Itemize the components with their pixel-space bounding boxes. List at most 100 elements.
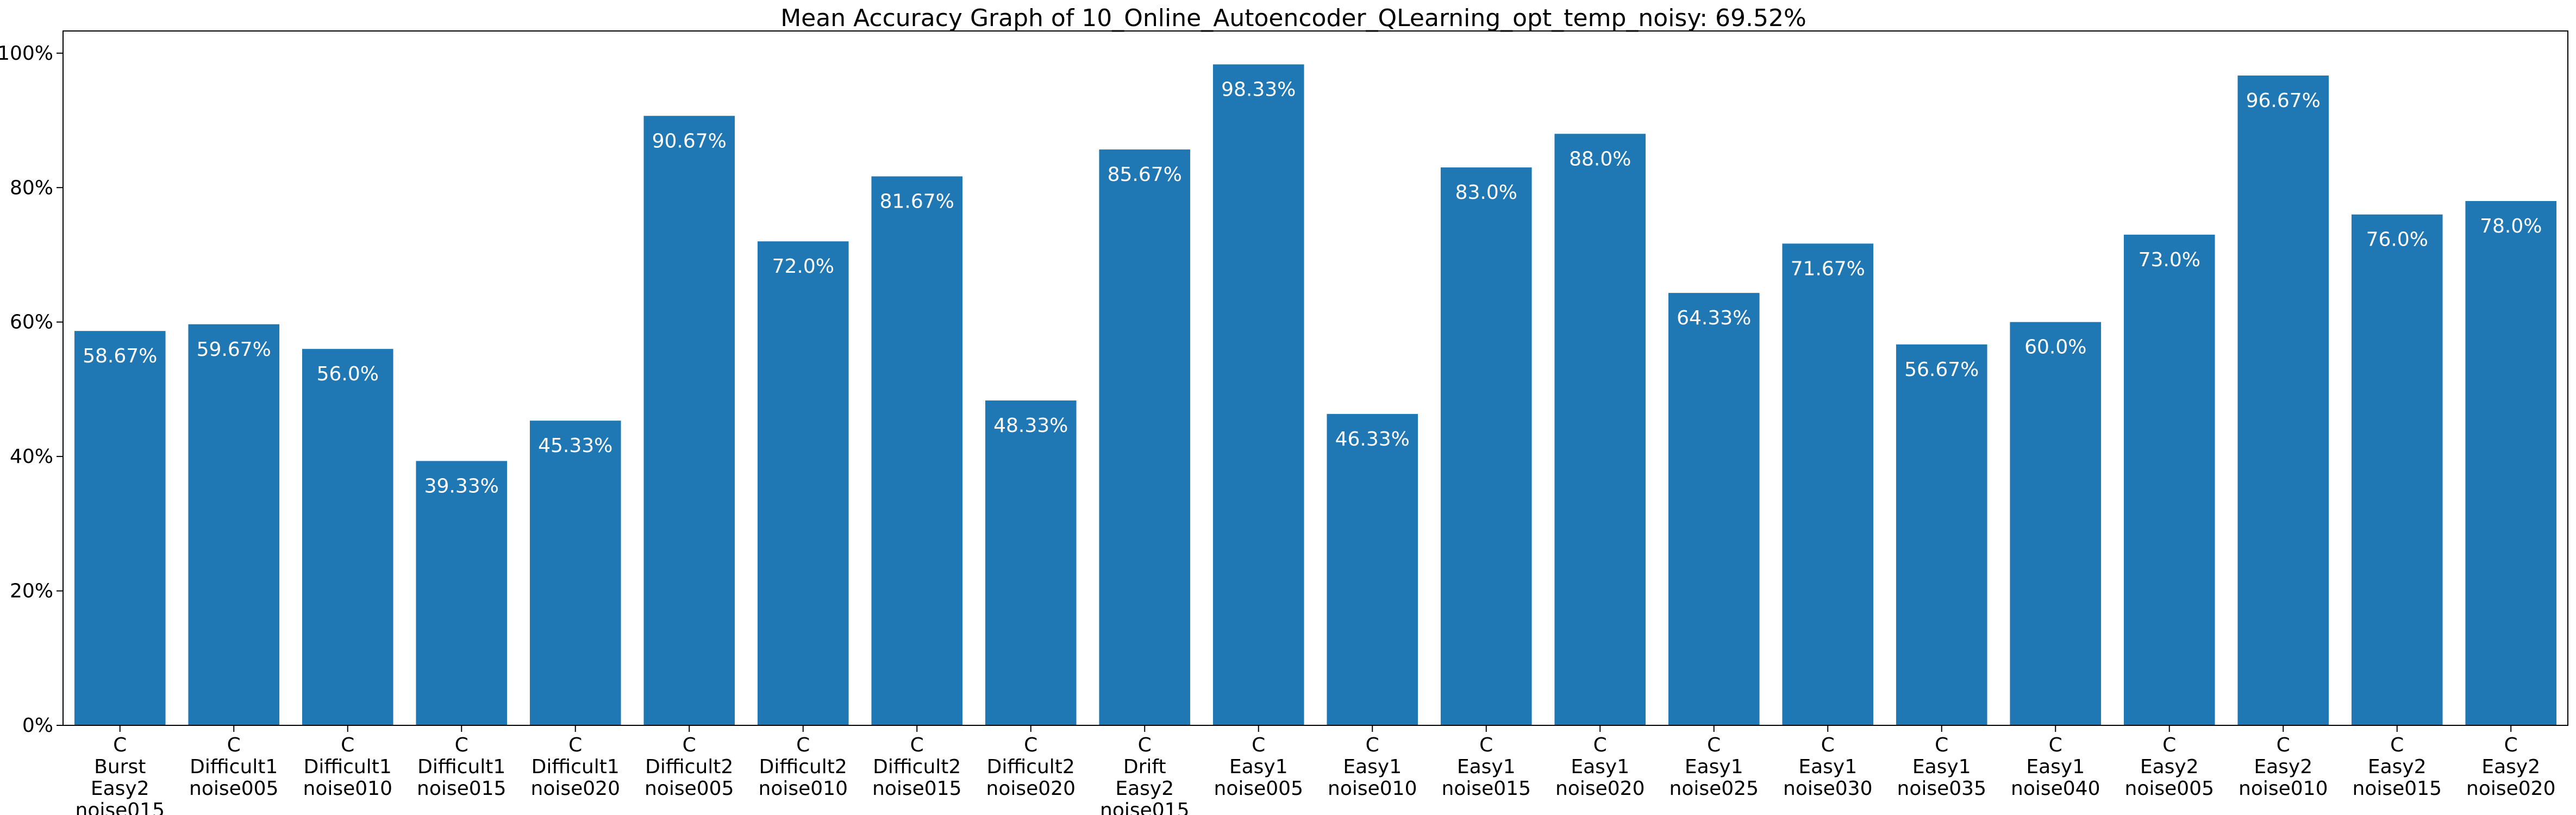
x-tick-label-line: Difficult1: [532, 756, 620, 778]
x-tick-label-line: Difficult2: [987, 756, 1075, 778]
x-tick-label-line: noise005: [2125, 778, 2214, 800]
x-tick-label-line: noise020: [986, 778, 1076, 800]
x-tick-label-line: C: [1821, 734, 1835, 756]
x-tick-label-line: C: [1252, 734, 1265, 756]
bar: [757, 241, 849, 725]
x-tick-label-line: noise005: [645, 778, 734, 800]
x-tick-label-line: noise010: [303, 778, 392, 800]
bar-value-label: 78.0%: [2480, 215, 2542, 237]
x-tick-label-line: noise015: [872, 778, 961, 800]
x-tick-label-line: Easy1: [1229, 756, 1288, 778]
x-tick-label-line: C: [341, 734, 354, 756]
x-tick-label-line: noise010: [2239, 778, 2328, 800]
x-tick-label-line: noise015: [1442, 778, 1531, 800]
bar: [1896, 344, 1987, 725]
x-tick-label-line: Easy1: [1343, 756, 1402, 778]
x-tick-label-line: C: [455, 734, 468, 756]
y-axis: 0% 20% 40% 60% 80% 100%: [0, 42, 63, 737]
bar-value-label: 64.33%: [1677, 307, 1751, 329]
x-tick-label-line: noise010: [759, 778, 848, 800]
y-tick-label: 80%: [10, 177, 53, 199]
x-tick-label-line: C: [1593, 734, 1607, 756]
x-tick-label-line: C: [683, 734, 696, 756]
x-tick-label-line: C: [1024, 734, 1037, 756]
bar-value-label: 72.0%: [772, 255, 834, 278]
x-tick-label-line: C: [2049, 734, 2062, 756]
bar: [1099, 149, 1191, 725]
bar: [2237, 76, 2329, 726]
y-tick-label: 0%: [22, 714, 53, 737]
x-tick-label-line: noise010: [1328, 778, 1417, 800]
x-tick-label-line: noise020: [1555, 778, 1645, 800]
x-tick-label-line: Easy1: [1912, 756, 1971, 778]
x-axis: CBurstEasy2noise015CDifficult1noise005CD…: [76, 725, 2555, 815]
bar: [985, 400, 1077, 725]
bar-value-label: 39.33%: [424, 475, 499, 497]
x-tick-label-line: Easy1: [1571, 756, 1629, 778]
x-tick-label-line: C: [2277, 734, 2290, 756]
x-tick-label-line: Easy2: [2481, 756, 2540, 778]
x-tick-label-line: C: [1935, 734, 1948, 756]
chart-title: Mean Accuracy Graph of 10_Online_Autoenc…: [780, 4, 1806, 32]
x-tick-label-line: Drift: [1123, 756, 1166, 778]
bar-value-label: 85.67%: [1108, 164, 1182, 186]
x-tick-label-line: Difficult2: [873, 756, 961, 778]
x-tick-label-line: Difficult1: [190, 756, 278, 778]
bar-value-label: 48.33%: [993, 415, 1068, 437]
x-tick-label-line: Difficult2: [759, 756, 847, 778]
bar: [2465, 201, 2557, 725]
x-tick-label-line: noise005: [189, 778, 278, 800]
x-tick-label-line: noise025: [1670, 778, 1759, 800]
x-tick-label-line: noise015: [76, 799, 165, 815]
x-tick-label-line: Easy2: [2140, 756, 2199, 778]
x-tick-label-line: Easy2: [91, 778, 149, 800]
bar: [2010, 322, 2102, 725]
x-tick-label-line: Difficult1: [417, 756, 505, 778]
bar-value-label: 96.67%: [2246, 90, 2321, 112]
bar: [416, 461, 508, 725]
bar-value-label: 58.67%: [83, 345, 157, 367]
bar-value-label: 88.0%: [1569, 148, 1631, 170]
x-tick-label-line: C: [1366, 734, 1379, 756]
x-tick-label-line: Easy2: [1115, 778, 1174, 800]
x-tick-label-line: noise015: [417, 778, 506, 800]
x-tick-label-line: C: [227, 734, 241, 756]
y-tick-label: 40%: [10, 446, 53, 468]
x-tick-label-line: Easy2: [2368, 756, 2427, 778]
bar-value-label: 56.0%: [317, 363, 379, 385]
bar: [74, 331, 166, 725]
x-tick-label-line: Burst: [94, 756, 146, 778]
bar: [1327, 413, 1418, 725]
x-tick-label-line: noise035: [1897, 778, 1986, 800]
bar: [2123, 234, 2215, 725]
bar-value-label: 81.67%: [880, 191, 954, 213]
x-tick-label-line: noise020: [2466, 778, 2555, 800]
x-tick-label-line: Difficult2: [645, 756, 733, 778]
x-tick-label-line: noise005: [1214, 778, 1303, 800]
bar: [1440, 167, 1532, 725]
x-tick-label-line: C: [910, 734, 924, 756]
x-tick-label-line: Easy1: [2026, 756, 2085, 778]
bar-value-label: 71.67%: [1791, 258, 1865, 280]
x-tick-label-line: C: [568, 734, 582, 756]
x-tick-label-line: Easy1: [1457, 756, 1516, 778]
